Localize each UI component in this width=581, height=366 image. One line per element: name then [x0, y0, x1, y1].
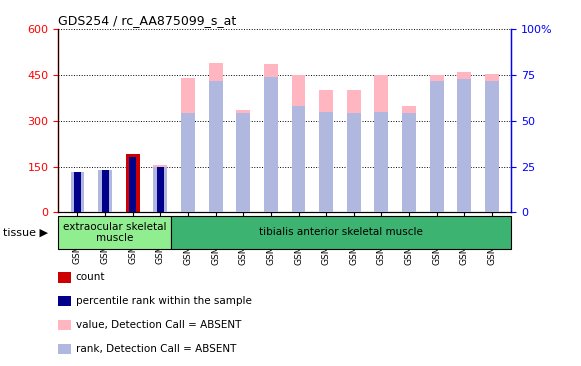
- Bar: [70, 173, 84, 212]
- Bar: [181, 113, 195, 212]
- Bar: [375, 112, 388, 212]
- Bar: [209, 63, 223, 212]
- Bar: [58, 216, 171, 249]
- Bar: [402, 105, 416, 212]
- Bar: [74, 172, 81, 212]
- Text: count: count: [76, 272, 105, 283]
- Bar: [264, 64, 278, 212]
- Bar: [457, 79, 471, 212]
- Bar: [236, 113, 250, 212]
- Text: tibialis anterior skeletal muscle: tibialis anterior skeletal muscle: [259, 227, 424, 238]
- Bar: [102, 170, 109, 212]
- Bar: [98, 170, 112, 212]
- Bar: [347, 113, 361, 212]
- Bar: [347, 90, 361, 212]
- Bar: [485, 81, 499, 212]
- Bar: [319, 90, 333, 212]
- Bar: [153, 165, 167, 212]
- Bar: [430, 75, 443, 212]
- Bar: [319, 112, 333, 212]
- Text: value, Detection Call = ABSENT: value, Detection Call = ABSENT: [76, 320, 241, 330]
- Bar: [430, 81, 443, 212]
- Text: extraocular skeletal
muscle: extraocular skeletal muscle: [63, 221, 167, 243]
- Text: tissue ▶: tissue ▶: [3, 227, 48, 238]
- Bar: [181, 78, 195, 212]
- Bar: [485, 74, 499, 212]
- Bar: [457, 72, 471, 212]
- Bar: [126, 154, 139, 212]
- Bar: [402, 113, 416, 212]
- Bar: [209, 81, 223, 212]
- Bar: [70, 172, 84, 212]
- Bar: [264, 77, 278, 212]
- Bar: [292, 75, 306, 212]
- Text: percentile rank within the sample: percentile rank within the sample: [76, 296, 252, 306]
- Bar: [171, 216, 511, 249]
- Bar: [129, 157, 136, 212]
- Bar: [157, 167, 164, 212]
- Text: rank, Detection Call = ABSENT: rank, Detection Call = ABSENT: [76, 344, 236, 354]
- Bar: [153, 167, 167, 212]
- Text: GDS254 / rc_AA875099_s_at: GDS254 / rc_AA875099_s_at: [58, 14, 236, 27]
- Bar: [98, 169, 112, 212]
- Bar: [375, 75, 388, 212]
- Bar: [292, 106, 306, 212]
- Bar: [236, 110, 250, 212]
